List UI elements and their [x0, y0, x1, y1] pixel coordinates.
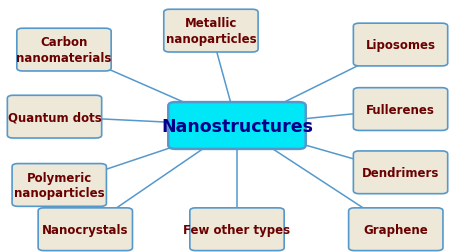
FancyBboxPatch shape	[168, 103, 306, 149]
FancyBboxPatch shape	[353, 151, 447, 194]
FancyBboxPatch shape	[353, 24, 447, 67]
Text: Nanocrystals: Nanocrystals	[42, 223, 128, 236]
FancyBboxPatch shape	[348, 208, 443, 250]
Text: Metallic
nanoparticles: Metallic nanoparticles	[165, 17, 256, 46]
FancyBboxPatch shape	[12, 164, 106, 207]
FancyBboxPatch shape	[38, 208, 132, 250]
FancyBboxPatch shape	[17, 29, 111, 72]
Text: Quantum dots: Quantum dots	[8, 111, 101, 124]
Text: Polymeric
nanoparticles: Polymeric nanoparticles	[14, 171, 105, 199]
Text: Carbon
nanomaterials: Carbon nanomaterials	[16, 36, 112, 65]
FancyBboxPatch shape	[353, 88, 447, 131]
FancyBboxPatch shape	[190, 208, 284, 250]
Text: Fullerenes: Fullerenes	[366, 103, 435, 116]
FancyBboxPatch shape	[8, 96, 101, 139]
FancyBboxPatch shape	[164, 10, 258, 53]
Text: Dendrimers: Dendrimers	[362, 166, 439, 179]
Text: Liposomes: Liposomes	[365, 39, 436, 52]
Text: Nanostructures: Nanostructures	[161, 117, 313, 135]
Text: Graphene: Graphene	[364, 223, 428, 236]
Text: Few other types: Few other types	[183, 223, 291, 236]
